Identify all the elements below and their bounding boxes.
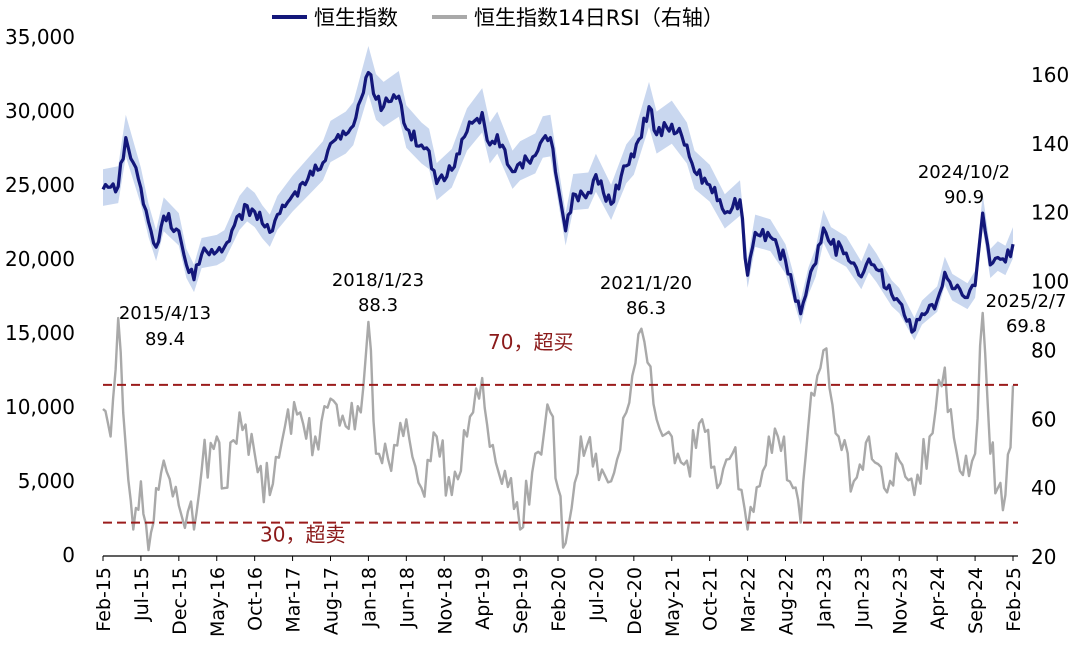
annotation-value: 89.4 [145,329,185,350]
x-tick-label: Oct-16 [245,567,267,631]
annotation-value: 90.9 [944,187,984,208]
x-tick-label: May-21 [662,567,684,637]
x-tick-label: Dec-20 [624,567,646,635]
rsi-layer [102,311,1015,552]
x-tick-label: Apr-24 [927,567,949,630]
annotations: 2015/4/13 89.4 2018/1/23 88.3 2021/1/20 86.3 2… [119,162,1067,350]
annotation-value: 86.3 [626,298,666,319]
x-tick-label: Aug-17 [321,567,343,635]
x-tick-label: Mar-17 [283,567,305,633]
threshold-label-30: 30，超卖 [260,523,345,547]
x-tick-label: May-16 [207,567,229,637]
y-right-tick-label: 100 [1031,270,1069,294]
x-tick-label: Jan-18 [358,567,380,628]
annotation-date: 2021/1/20 [600,273,692,294]
x-tick-label: Nov-18 [434,567,456,635]
annotation-date: 2018/1/23 [332,270,424,291]
x-tick-label: Jun-18 [396,567,418,629]
hsi-series-line [101,70,1015,334]
rsi-series-line [102,311,1015,552]
threshold-label-70: 70，超买 [488,330,573,354]
x-tick-label: Aug-22 [776,567,798,635]
x-tick-label: Feb-25 [1003,567,1025,632]
y-right-tick-label: 140 [1031,132,1069,156]
y-left-tick-label: 20,000 [5,247,75,271]
y-right-tick-label: 20 [1031,545,1056,569]
y-left-tick-label: 30,000 [5,99,75,123]
x-tick-label: Mar-22 [738,567,760,633]
x-tick-label: Jan-23 [813,567,835,628]
y-right-tick-label: 60 [1031,407,1056,431]
legend-label-rsi: 恒生指数14日RSI（右轴） [474,6,724,30]
x-tick-label: Feb-20 [548,567,570,632]
x-tick-label: Feb-15 [93,567,115,632]
annotation-date: 2025/2/7 [986,291,1067,312]
x-tick-label: Nov-23 [889,567,911,635]
x-tick-label: Sep-24 [965,567,987,634]
axes: 0 5,000 10,000 15,000 20,000 25,000 30,000 35,0… [5,25,1069,637]
annotation-date: 2015/4/13 [119,303,211,324]
x-tick-label: Apr-19 [472,567,494,630]
x-tick-label: Dec-15 [169,567,191,635]
y-left-tick-label: 35,000 [5,25,75,49]
y-right-tick-label: 120 [1031,201,1069,225]
y-right-tick-label: 160 [1031,63,1069,87]
threshold-layer: 70，超买 30，超卖 [103,330,1018,547]
y-left-tick-label: 0 [62,543,75,567]
legend-label-hsi: 恒生指数 [314,6,398,30]
annotation-date: 2024/10/2 [918,162,1010,183]
x-tick-label: Jul-15 [131,567,153,622]
legend: 恒生指数 恒生指数14日RSI（右轴） [272,6,724,30]
y-left-tick-label: 5,000 [18,469,75,493]
y-right-tick-label: 40 [1031,476,1056,500]
hsi-layer [101,70,1015,334]
y-right-tick-label: 80 [1031,338,1056,362]
x-tick-label: Jul-20 [586,567,608,622]
annotation-value: 88.3 [358,295,398,316]
y-left-tick-label: 25,000 [5,173,75,197]
x-tick-label: Jun-23 [851,567,873,629]
y-left-tick-label: 10,000 [5,395,75,419]
annotation-value: 69.8 [1006,316,1046,337]
y-left-tick-label: 15,000 [5,321,75,345]
x-tick-label: Oct-21 [700,567,722,631]
x-tick-label: Sep-19 [510,567,532,634]
